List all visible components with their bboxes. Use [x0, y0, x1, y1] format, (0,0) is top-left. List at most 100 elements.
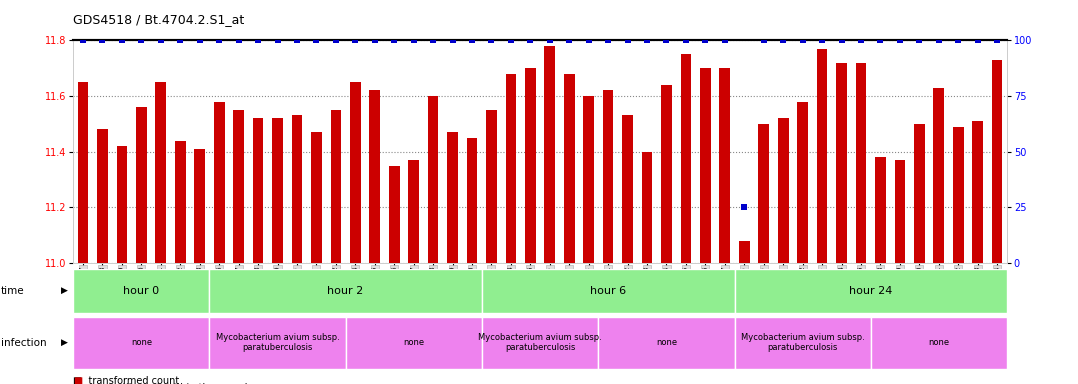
Bar — [73, 269, 209, 313]
Text: Mycobacterium avium subsp.
paratuberculosis: Mycobacterium avium subsp. paratuberculo… — [479, 333, 602, 353]
Text: none: none — [403, 338, 425, 347]
Point — [541, 37, 558, 43]
Bar — [680, 54, 691, 263]
Point — [950, 37, 967, 43]
Bar — [544, 46, 555, 263]
Bar — [252, 118, 263, 263]
Bar — [213, 102, 224, 263]
Point — [522, 37, 539, 43]
Bar — [428, 96, 439, 263]
Text: hour 2: hour 2 — [328, 286, 363, 296]
Point — [794, 37, 812, 43]
Text: ■  percentile rank within the sample: ■ percentile rank within the sample — [73, 383, 253, 384]
Point — [502, 37, 520, 43]
Bar — [331, 110, 342, 263]
Bar — [895, 160, 906, 263]
Bar — [467, 138, 478, 263]
Point — [74, 37, 92, 43]
Bar — [661, 85, 672, 263]
Bar — [209, 317, 346, 369]
Point — [113, 37, 130, 43]
Bar — [506, 74, 516, 263]
Text: hour 0: hour 0 — [123, 286, 160, 296]
Bar — [409, 160, 419, 263]
Point — [911, 37, 928, 43]
Bar — [482, 317, 598, 369]
Point — [853, 37, 870, 43]
Text: none: none — [928, 338, 950, 347]
Bar — [972, 121, 983, 263]
Text: GDS4518 / Bt.4704.2.S1_at: GDS4518 / Bt.4704.2.S1_at — [73, 13, 245, 26]
Point — [425, 37, 442, 43]
Bar — [734, 317, 871, 369]
Point — [268, 37, 286, 43]
Bar — [719, 68, 730, 263]
Bar — [175, 141, 185, 263]
Bar — [734, 269, 1007, 313]
Point — [638, 37, 655, 43]
Text: infection: infection — [1, 338, 46, 348]
Point — [386, 37, 403, 43]
Point — [619, 37, 636, 43]
Point — [989, 37, 1006, 43]
Bar — [346, 317, 482, 369]
Point — [872, 37, 889, 43]
Bar — [564, 74, 575, 263]
Bar — [97, 129, 108, 263]
Point — [580, 37, 597, 43]
Bar — [482, 269, 734, 313]
Point — [444, 37, 461, 43]
Point — [735, 204, 752, 210]
Point — [696, 37, 714, 43]
Point — [367, 37, 384, 43]
Point — [814, 37, 831, 43]
Bar — [953, 127, 964, 263]
Bar — [641, 152, 652, 263]
Text: Mycobacterium avium subsp.
paratuberculosis: Mycobacterium avium subsp. paratuberculo… — [741, 333, 865, 353]
Text: ▶: ▶ — [61, 286, 68, 295]
Point — [191, 37, 208, 43]
Bar — [272, 118, 282, 263]
Bar — [875, 157, 886, 263]
Bar — [738, 241, 749, 263]
Point — [288, 37, 305, 43]
Text: none: none — [130, 338, 152, 347]
Text: time: time — [1, 286, 25, 296]
Point — [94, 37, 111, 43]
Bar — [914, 124, 925, 263]
Bar — [370, 91, 381, 263]
Bar — [856, 63, 867, 263]
Bar — [817, 49, 828, 263]
Text: hour 24: hour 24 — [849, 286, 893, 296]
Text: ■  transformed count: ■ transformed count — [73, 376, 180, 384]
Bar — [116, 146, 127, 263]
Bar — [389, 166, 400, 263]
Point — [892, 37, 909, 43]
Point — [561, 37, 578, 43]
Point — [328, 37, 345, 43]
Bar — [603, 91, 613, 263]
Text: none: none — [655, 338, 677, 347]
Point — [171, 37, 189, 43]
Text: Mycobacterium avium subsp.
paratuberculosis: Mycobacterium avium subsp. paratuberculo… — [216, 333, 340, 353]
Bar — [583, 96, 594, 263]
Bar — [598, 317, 734, 369]
Point — [483, 37, 500, 43]
Text: ■: ■ — [73, 376, 83, 384]
Bar — [700, 68, 710, 263]
Bar — [78, 82, 88, 263]
Bar — [447, 132, 458, 263]
Point — [775, 37, 792, 43]
Point — [930, 37, 948, 43]
Point — [716, 37, 733, 43]
Bar — [350, 82, 361, 263]
Point — [133, 37, 150, 43]
Bar — [759, 124, 769, 263]
Point — [969, 37, 986, 43]
Point — [308, 37, 326, 43]
Bar — [837, 63, 847, 263]
Bar — [992, 60, 1003, 263]
Text: ▶: ▶ — [61, 338, 68, 347]
Point — [658, 37, 675, 43]
Point — [833, 37, 851, 43]
